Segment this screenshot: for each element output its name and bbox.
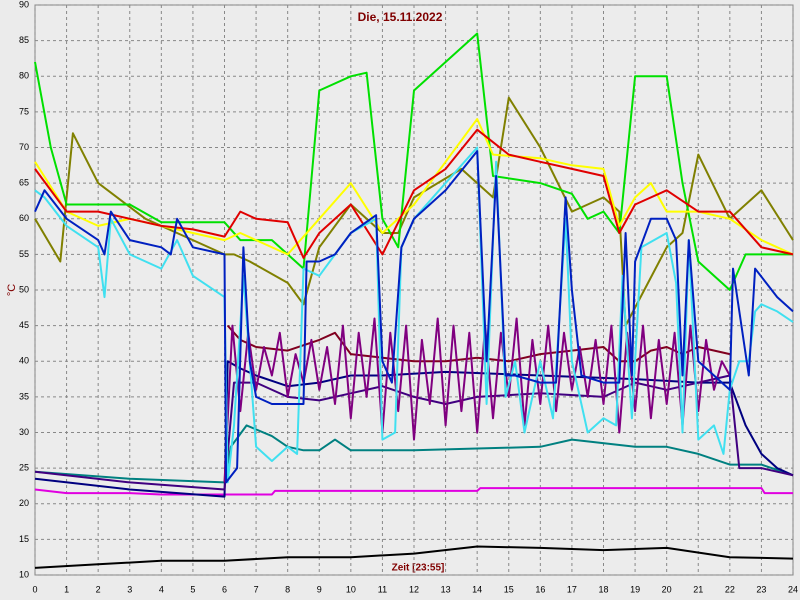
x-tick-label: 11: [378, 584, 387, 594]
y-tick-label: 70: [19, 142, 29, 152]
series-line: [34, 150, 794, 484]
series-line: [34, 118, 794, 256]
x-tick-label: 22: [725, 584, 735, 594]
x-tick-label: 5: [190, 584, 195, 594]
y-tick-label: 85: [19, 35, 29, 45]
chart-title: Die, 15.11.2022: [358, 10, 443, 24]
y-tick-label: 35: [19, 391, 29, 401]
x-tick-label: 24: [788, 584, 798, 594]
y-tick-label: 20: [19, 498, 29, 508]
y-tick-label: 25: [19, 463, 29, 473]
series-line: [34, 374, 794, 491]
series-line: [34, 146, 794, 484]
x-tick-label: 17: [567, 584, 577, 594]
y-tick-label: 65: [19, 178, 29, 188]
x-tick-label: 16: [535, 584, 545, 594]
x-tick-label: 13: [441, 584, 451, 594]
x-tick-label: 3: [127, 584, 132, 594]
series-line: [223, 317, 731, 483]
series-line: [34, 128, 794, 259]
x-axis-label: Zeit [23:55]: [392, 563, 445, 574]
x-tick-label: 1: [64, 584, 69, 594]
x-tick-label: 15: [504, 584, 514, 594]
series-line: [34, 32, 793, 291]
x-tick-label: 2: [96, 584, 101, 594]
x-tick-label: 9: [317, 584, 322, 594]
y-tick-label: 30: [19, 427, 29, 437]
y-tick-label: 45: [19, 320, 29, 330]
x-tick-label: 6: [222, 584, 227, 594]
series-line: [34, 487, 793, 496]
y-tick-label: 50: [19, 284, 29, 294]
series-line: [34, 360, 794, 498]
y-tick-label: 55: [19, 249, 29, 259]
x-tick-label: 4: [159, 584, 164, 594]
x-tick-label: 19: [630, 584, 640, 594]
y-tick-label: 60: [19, 213, 29, 223]
y-tick-label: 15: [19, 534, 29, 544]
y-tick-label: 75: [19, 106, 29, 116]
x-tick-label: 8: [285, 584, 290, 594]
y-tick-label: 40: [19, 356, 29, 366]
series-line: [34, 545, 794, 569]
x-tick-label: 10: [346, 584, 356, 594]
x-tick-label: 20: [662, 584, 672, 594]
series-line: [34, 424, 794, 484]
x-tick-label: 14: [472, 584, 482, 594]
x-tick-label: 21: [693, 584, 703, 594]
y-tick-label: 10: [19, 569, 29, 579]
x-tick-label: 7: [254, 584, 259, 594]
y-tick-label: 90: [19, 0, 29, 9]
y-axis-label: °C: [6, 284, 18, 296]
x-tick-label: 23: [756, 584, 766, 594]
x-tick-label: 18: [598, 584, 608, 594]
x-tick-label: 12: [409, 584, 419, 594]
x-tick-label: 0: [32, 584, 37, 594]
y-tick-label: 80: [19, 71, 29, 81]
